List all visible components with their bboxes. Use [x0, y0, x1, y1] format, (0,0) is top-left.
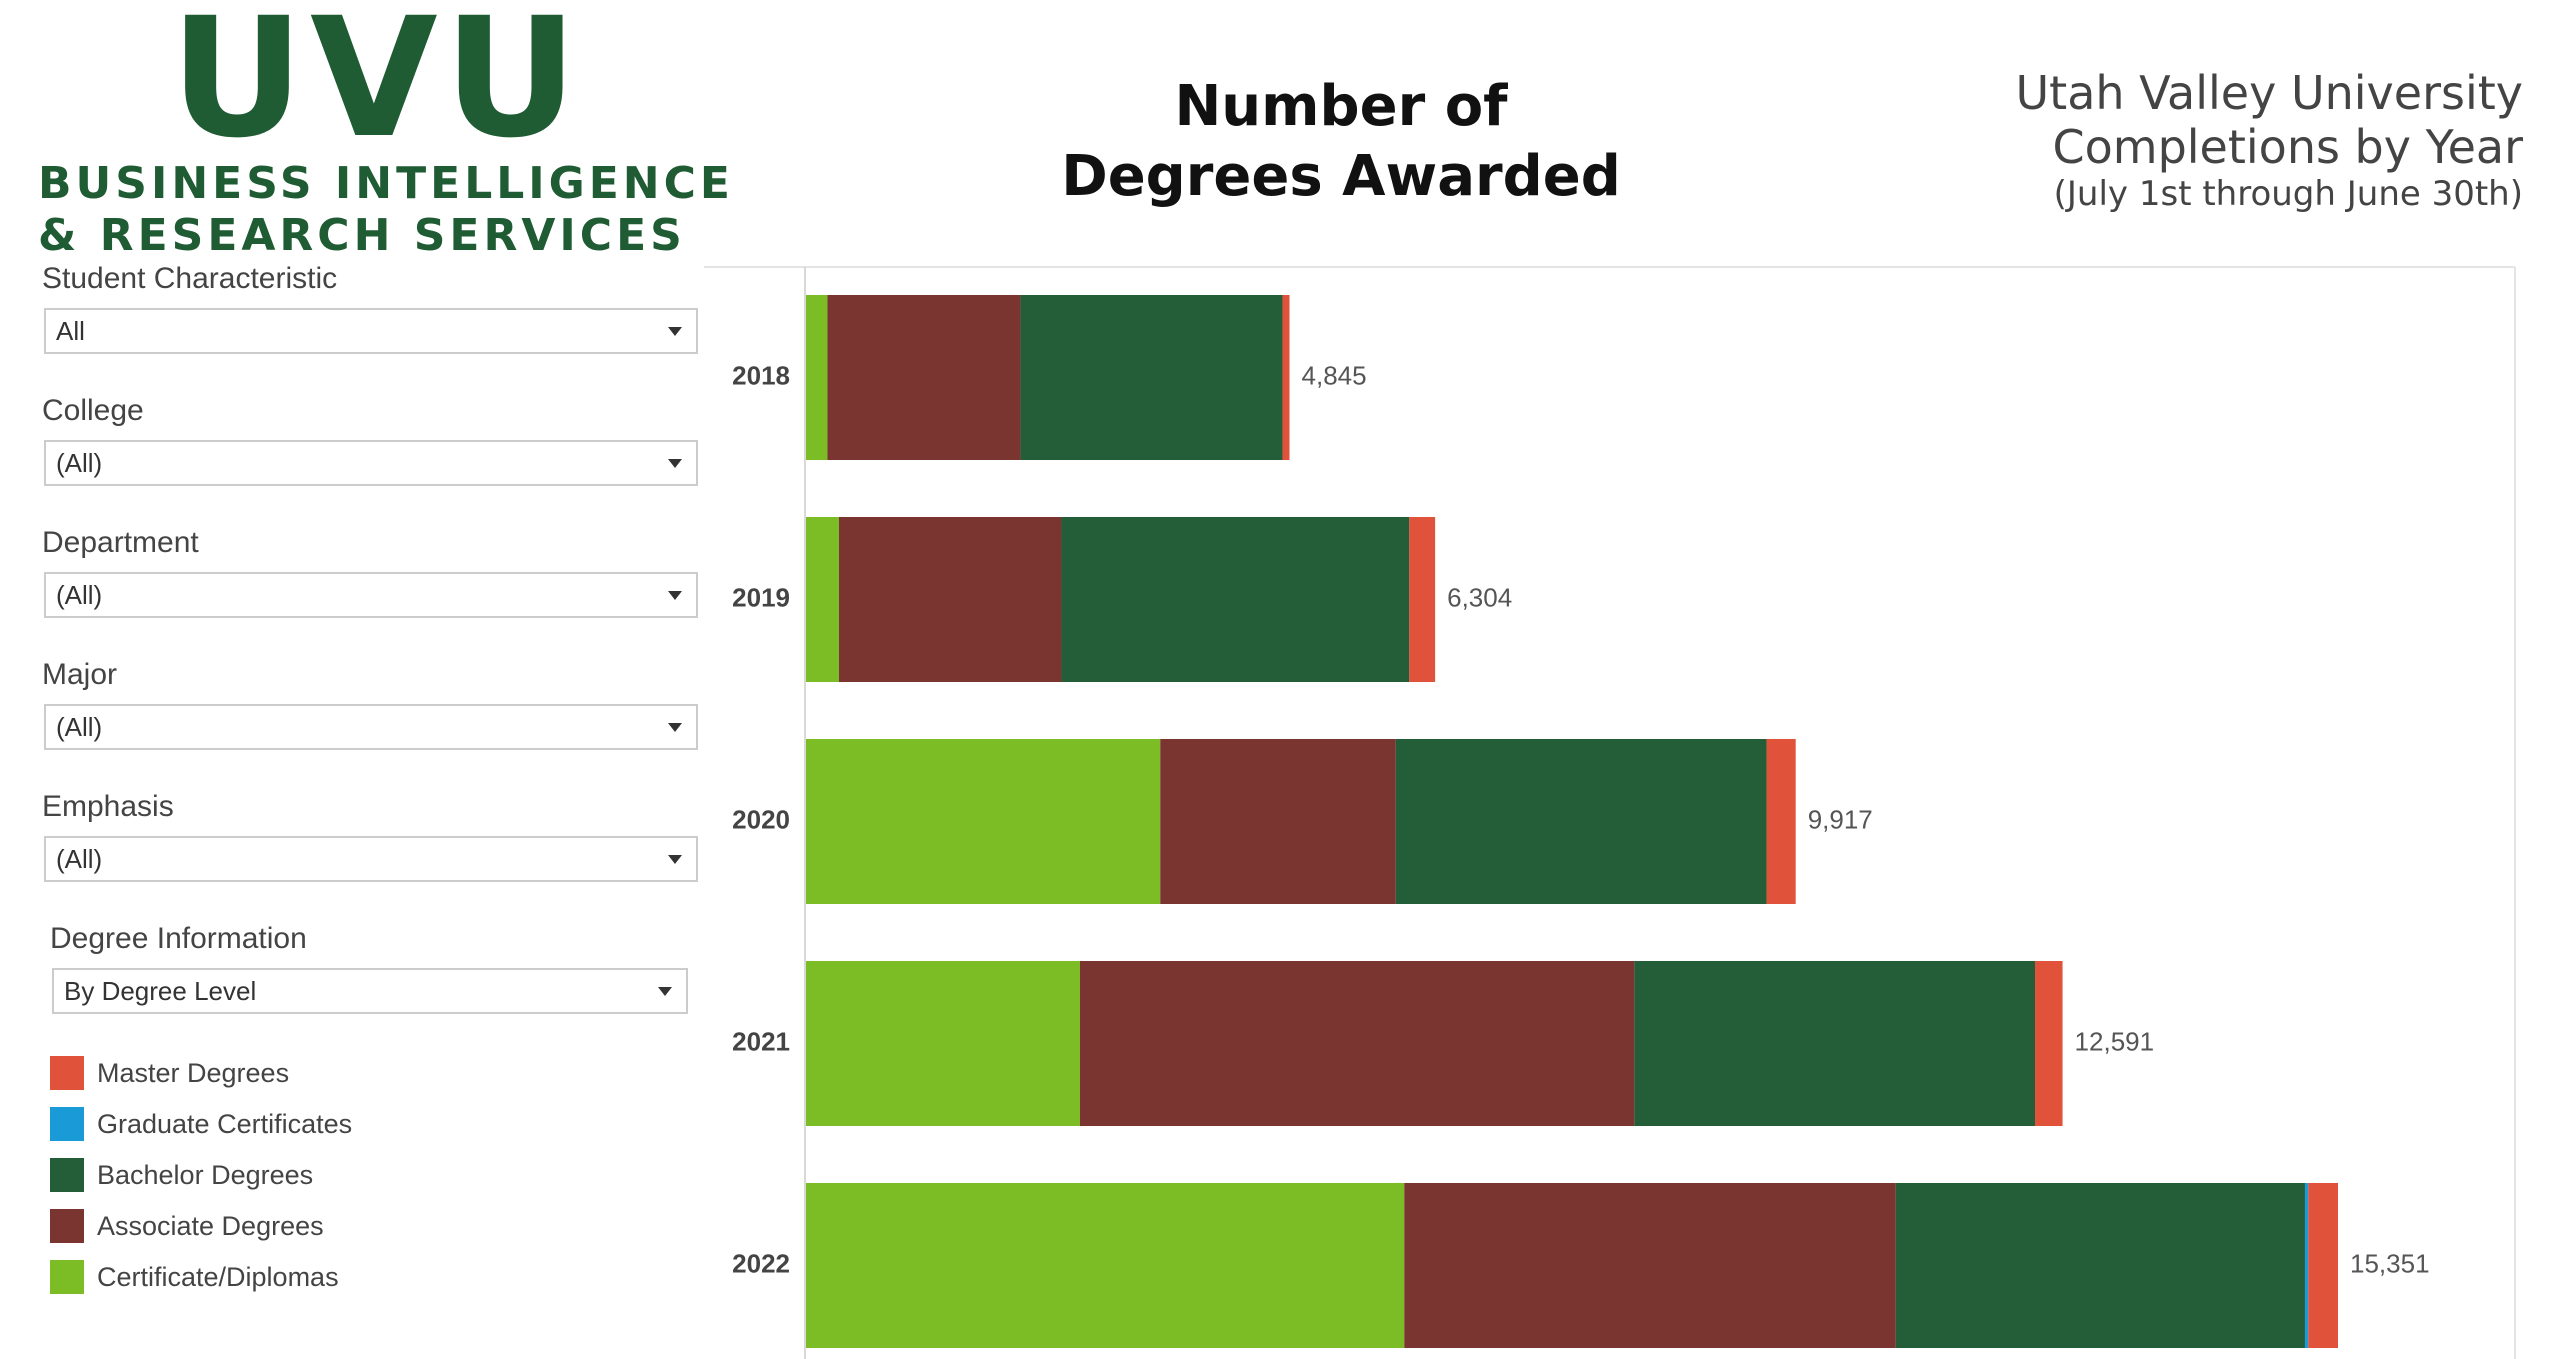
bar-segment — [2308, 1183, 2338, 1348]
y-tick-label: 2022 — [732, 1248, 790, 1278]
filter-label: Department — [42, 526, 199, 559]
y-tick-label: 2019 — [732, 582, 790, 612]
filter-label: Degree Information — [50, 922, 307, 955]
bar-segment — [1282, 295, 1290, 460]
bar-segment — [1160, 739, 1396, 904]
filter-dropdown[interactable]: All — [44, 308, 698, 354]
total-label: 4,845 — [1302, 360, 1367, 390]
legend-label: Master Degrees — [97, 1058, 290, 1088]
legend-swatch — [50, 1107, 84, 1141]
org-name: BUSINESS INTELLIGENCE — [38, 158, 734, 209]
filter-label: Emphasis — [42, 790, 174, 823]
filter-dropdown[interactable]: (All) — [44, 704, 698, 750]
bar-segment — [1895, 1183, 2305, 1348]
bar-segment — [1766, 739, 1796, 904]
logo: UVU — [170, 0, 584, 174]
bar-segment — [1634, 961, 2036, 1126]
bar-segment — [806, 295, 828, 460]
chart-title: Number of Degrees Awarded — [1061, 74, 1621, 209]
total-label: 12,591 — [2075, 1026, 2155, 1056]
legend-swatch — [50, 1260, 84, 1294]
subtitle: Completions by Year — [2052, 120, 2524, 174]
filter-label: Major — [42, 658, 118, 691]
filter-dropdown[interactable]: (All) — [44, 572, 698, 618]
y-tick-label: 2020 — [732, 804, 790, 834]
bar-segment — [1061, 517, 1410, 682]
filter-label: Student Characteristic — [42, 262, 338, 295]
bar-segment — [1409, 517, 1436, 682]
bar-segment — [2304, 1183, 2309, 1348]
legend-label: Graduate Certificates — [97, 1109, 353, 1139]
total-label: 15,351 — [2350, 1248, 2430, 1278]
subtitle: Utah Valley University — [2015, 66, 2523, 120]
total-label: 9,917 — [1808, 804, 1873, 834]
subtitle-note: (July 1st through June 30th) — [2053, 174, 2523, 214]
legend-label: Bachelor Degrees — [97, 1160, 314, 1190]
bar-segment — [806, 517, 839, 682]
bar-segment — [806, 1183, 1405, 1348]
legend-label: Certificate/Diplomas — [97, 1262, 339, 1292]
bar-segment — [827, 295, 1021, 460]
bar-segment — [1079, 961, 1635, 1126]
bar-segment — [806, 961, 1080, 1126]
filter-dropdown[interactable]: (All) — [44, 440, 698, 486]
bar-segment — [806, 739, 1161, 904]
bar-segment — [1404, 1183, 1896, 1348]
filter-label: College — [42, 394, 144, 427]
legend-swatch — [50, 1056, 84, 1090]
filter-dropdown[interactable]: (All) — [44, 836, 698, 882]
bar-segment — [1395, 739, 1767, 904]
legend-swatch — [50, 1209, 84, 1243]
y-tick-label: 2018 — [732, 360, 790, 390]
total-label: 6,304 — [1447, 582, 1512, 612]
legend-label: Associate Degrees — [97, 1211, 324, 1241]
y-tick-label: 2021 — [732, 1026, 790, 1056]
org-name: & RESEARCH SERVICES — [38, 210, 686, 261]
bar-segment — [2035, 961, 2063, 1126]
bar-segment — [1020, 295, 1283, 460]
legend-swatch — [50, 1158, 84, 1192]
bar-segment — [838, 517, 1062, 682]
filter-dropdown[interactable]: By Degree Level — [52, 968, 688, 1014]
